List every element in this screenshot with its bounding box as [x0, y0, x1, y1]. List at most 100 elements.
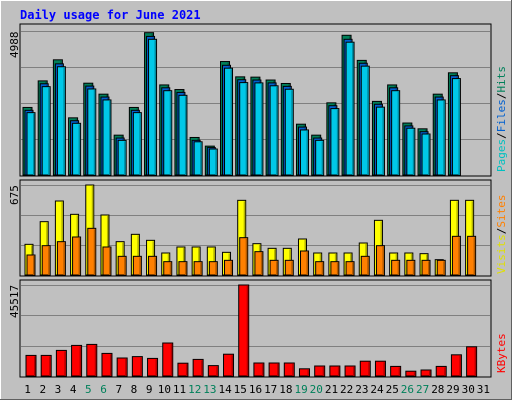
bar-pages-day-28: [436, 99, 446, 176]
x-tick-label: 9: [146, 383, 153, 396]
bar-sites-day-27: [421, 259, 431, 276]
bar-shade: [428, 135, 430, 175]
x-tick-label: 25: [386, 383, 399, 396]
legend-item: KBytes: [495, 333, 508, 373]
bar-shade: [169, 262, 172, 275]
bar-shade: [443, 100, 445, 175]
bar-shade: [63, 67, 65, 175]
bar-pages-day-13: [208, 148, 218, 176]
bar-shade: [139, 113, 141, 175]
bar-shade: [260, 83, 263, 175]
bar-sites-day-1: [26, 254, 36, 276]
bar-kbytes-day-20: [314, 365, 326, 377]
bar-shade: [184, 262, 187, 275]
bar-sites-day-20: [315, 261, 325, 276]
x-tick-label: 3: [55, 383, 62, 396]
bar-kbytes-day-8: [131, 356, 143, 377]
bar-shade: [277, 364, 279, 376]
bar-shade: [184, 96, 187, 175]
bar-shade: [412, 261, 415, 275]
bar-shade: [215, 262, 217, 275]
legend-pages-files-hits: Pages/Files/Hits: [495, 66, 508, 172]
legend-item: Files: [495, 99, 508, 132]
x-tick-label: 14: [218, 383, 232, 396]
bar-kbytes-day-18: [283, 362, 295, 377]
bar-shade: [79, 346, 82, 376]
bar-shade: [170, 344, 173, 376]
bar-sites-day-7: [117, 255, 127, 276]
bar-shade: [34, 356, 36, 376]
x-tick-label: 30: [462, 383, 475, 396]
legend-kbytes: KBytes: [495, 333, 508, 373]
panel-frame: [19, 279, 492, 378]
x-tick-label: 22: [340, 383, 353, 396]
bar-kbytes-day-30: [466, 346, 478, 377]
bar-shade: [276, 86, 278, 175]
bar-shade: [352, 43, 354, 176]
bar-kbytes-day-19: [298, 368, 310, 377]
bar-shade: [154, 40, 157, 175]
bar-sites-day-12: [193, 261, 203, 276]
bar-shade: [444, 367, 446, 376]
bar-sites-day-15: [239, 237, 249, 276]
kbytes-panel: 45517 KBytes: [8, 279, 508, 378]
bar-shade: [48, 246, 50, 275]
x-tick-label: 12: [188, 383, 201, 396]
x-tick-label: 19: [294, 383, 307, 396]
bar-pages-day-24: [375, 106, 385, 176]
bar-kbytes-day-9: [147, 357, 159, 377]
x-tick-label: 23: [355, 383, 368, 396]
y-max-label: 45517: [8, 285, 21, 318]
bar-kbytes-day-7: [116, 357, 128, 377]
bar-pages-day-20: [315, 139, 325, 176]
bar-sites-day-10: [163, 261, 173, 276]
bar-shade: [382, 246, 384, 275]
bar-sites-day-6: [102, 246, 112, 276]
bar-kbytes-day-22: [344, 365, 356, 377]
x-tick-label: 2: [39, 383, 46, 396]
bar-shade: [458, 79, 460, 175]
bar-sites-day-16: [254, 251, 264, 276]
x-tick-label: 24: [370, 383, 384, 396]
legend-visits-sites: Visits/Sites: [495, 195, 508, 275]
bar-sites-day-19: [299, 250, 309, 276]
bar-pages-day-2: [41, 86, 51, 176]
bar-pages-day-27: [421, 133, 431, 176]
legend-item: Hits: [495, 66, 508, 93]
x-tick-label: 28: [431, 383, 444, 396]
bar-shade: [322, 367, 325, 376]
bar-shade: [429, 371, 431, 376]
bar-pages-day-7: [117, 139, 127, 176]
bar-shade: [245, 238, 248, 275]
bar-sites-day-9: [148, 255, 158, 276]
bar-sites-day-2: [41, 245, 51, 276]
bar-pages-day-19: [299, 129, 309, 176]
x-tick-label: 8: [131, 383, 138, 396]
bar-shade: [353, 367, 355, 376]
y-max-label: 4988: [8, 32, 21, 59]
x-axis-day-labels: 1 2 3 4 5 6 7 8 9 10 11 12 13 14 15 16 17 18 19 20 21 22 23 24 2…: [24, 383, 490, 396]
bar-kbytes-day-28: [435, 365, 447, 377]
bar-pages-day-25: [391, 90, 401, 176]
bar-kbytes-day-21: [329, 365, 341, 377]
x-tick-label: 26: [401, 383, 414, 396]
bar-shade: [276, 261, 278, 275]
x-tick-label: 21: [325, 383, 338, 396]
x-tick-label: 5: [85, 383, 92, 396]
bar-pages-day-4: [72, 122, 82, 176]
bar-sites-day-11: [178, 261, 188, 276]
bar-shade: [108, 100, 111, 175]
bar-shade: [337, 367, 340, 376]
bar-shade: [291, 261, 293, 275]
bar-shade: [321, 262, 324, 275]
bar-shade: [61, 202, 63, 275]
x-tick-label: 20: [310, 383, 323, 396]
bar-shade: [306, 252, 308, 275]
bar-shade: [215, 150, 217, 175]
bar-sites-day-18: [284, 259, 294, 276]
bar-shade: [230, 69, 233, 175]
bar-kbytes-day-13: [207, 365, 219, 377]
legend-item: Sites: [495, 195, 508, 228]
bar-shade: [201, 360, 203, 376]
bar-shade: [63, 242, 65, 275]
